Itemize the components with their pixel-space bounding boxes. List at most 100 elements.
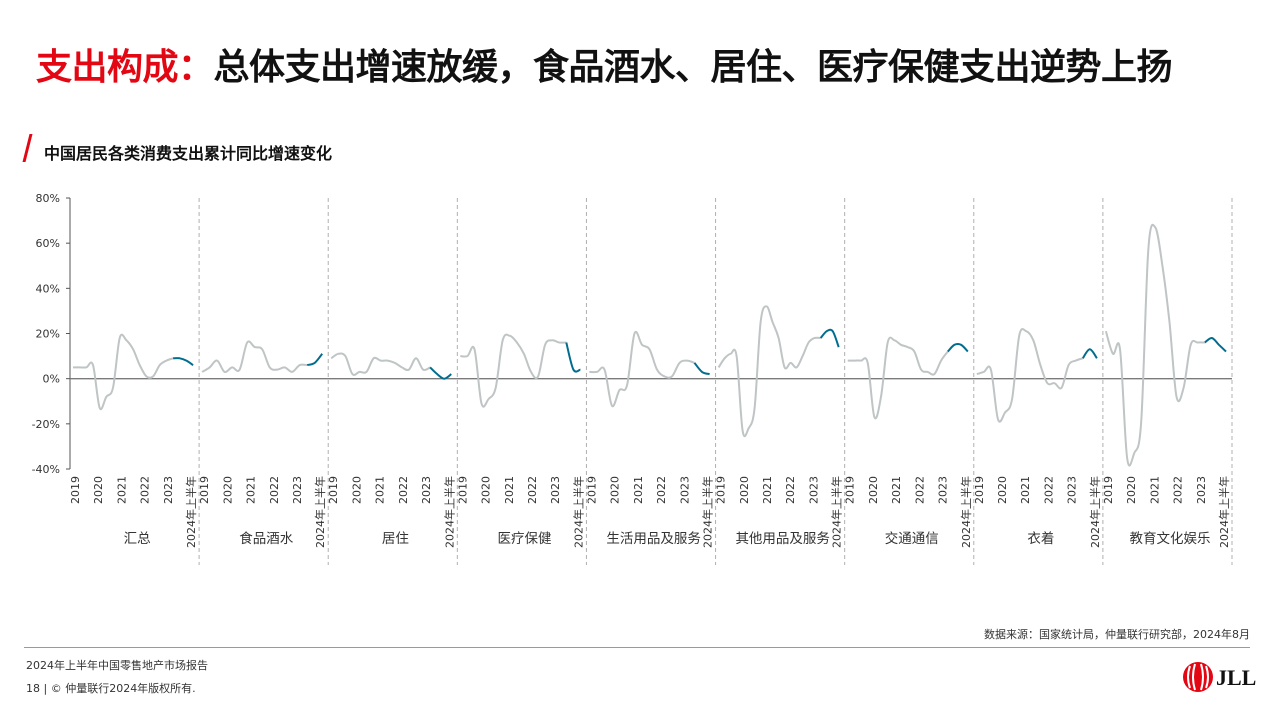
series-line-history: [1104, 223, 1205, 467]
category-label: 食品酒水: [239, 530, 293, 547]
x-tick-label: 2020: [92, 476, 105, 504]
category-label: 医疗保健: [497, 531, 551, 547]
y-tick-label: 60%: [36, 237, 60, 250]
series-line-recent: [693, 362, 710, 376]
x-tick-label: 2022: [268, 476, 281, 504]
x-tick-label: 2021: [761, 476, 774, 504]
series-line-history: [717, 305, 821, 438]
x-tick-label: 2022: [784, 476, 797, 504]
x-tick-label: 2019: [1102, 476, 1115, 504]
x-tick-label: 2020: [609, 476, 622, 504]
x-tick-label: 2019: [715, 476, 728, 504]
x-tick-label: 2019: [585, 476, 598, 504]
x-tick-label: 2020: [1125, 476, 1138, 504]
series-line-recent: [819, 328, 840, 348]
y-tick-label: 20%: [36, 328, 60, 341]
category-label: 汇总: [124, 531, 151, 547]
x-tick-label: 2023: [937, 476, 950, 504]
copyright: 18 | © 仲量联行2024年版权所有.: [26, 682, 196, 695]
line-chart: 80% 60% 40% 20% 0% -20% -40% 2019 2020 2021 2022 20…: [32, 192, 1233, 565]
x-tick-label: 2022: [1042, 476, 1055, 504]
x-tick-label: 2020: [738, 476, 751, 504]
x-tick-label: 2019: [198, 476, 211, 504]
category-label: 其他用品及服务: [735, 531, 830, 547]
x-tick-label: 2024年上半年: [830, 476, 844, 548]
jll-logo: JLL: [1182, 660, 1256, 694]
x-tick-label: 2022: [913, 476, 926, 504]
y-tick-label: 40%: [36, 282, 60, 295]
x-tick-label: 2024年上半年: [701, 476, 715, 548]
x-tick-label: 2019: [973, 476, 986, 504]
x-tick-label: 2021: [503, 476, 516, 504]
x-tick-label: 2024年上半年: [184, 476, 198, 548]
x-tick-label: 2021: [245, 476, 258, 504]
x-tick-label: 2020: [221, 476, 234, 504]
x-tick-label: 2022: [397, 476, 410, 504]
x-tick-label: 2020: [996, 476, 1009, 504]
x-tick-label: 2024年上半年: [442, 476, 456, 548]
x-tick-label: 2024年上半年: [1217, 476, 1231, 548]
x-tick-label: 2021: [890, 476, 903, 504]
x-tick-label: 2023: [420, 476, 433, 504]
report-name: 2024年上半年中国零售地产市场报告: [26, 659, 208, 672]
category-label: 衣着: [1027, 530, 1054, 547]
series-line-history: [201, 340, 308, 374]
y-tick-label: -20%: [32, 418, 60, 431]
x-tick-label: 2023: [162, 476, 175, 504]
series-line-recent: [306, 353, 323, 367]
x-tick-label: 2021: [632, 476, 645, 504]
x-tick-label: 2024年上半年: [1088, 476, 1102, 548]
series-line-recent: [947, 342, 969, 353]
x-tick-label: 2022: [139, 476, 152, 504]
series-line-recent: [1081, 348, 1098, 359]
x-tick-label: 2022: [526, 476, 539, 504]
y-tick-label: -40%: [32, 463, 60, 476]
x-tick-label: 2020: [480, 476, 493, 504]
series-line-history: [976, 328, 1084, 423]
y-tick-label: 80%: [36, 192, 60, 205]
series-line-history: [460, 333, 567, 408]
x-tick-label: 2019: [844, 476, 857, 504]
x-tick-label: 2023: [1195, 476, 1208, 504]
series-line-history: [847, 336, 949, 420]
category-label: 交通通信: [885, 530, 939, 547]
x-tick-label: 2021: [115, 476, 128, 504]
x-tick-label: 2019: [456, 476, 469, 504]
x-tick-label: 2019: [327, 476, 340, 504]
x-tick-label: 2022: [1172, 476, 1185, 504]
data-source: 数据来源：国家统计局，仲量联行研究部，2024年8月: [984, 628, 1250, 641]
series-line-recent: [1204, 337, 1227, 353]
y-tick-label: 0%: [43, 373, 60, 386]
category-label: 生活用品及服务: [606, 531, 701, 547]
x-tick-label: 2023: [291, 476, 304, 504]
x-tick-label: 2021: [374, 476, 387, 504]
x-tick-label: 2020: [350, 476, 363, 504]
x-tick-label: 2024年上半年: [313, 476, 327, 548]
x-tick-label: 2023: [807, 476, 820, 504]
x-tick-label: 2019: [69, 476, 82, 504]
series-line-recent: [565, 342, 581, 373]
x-tick-label: 2023: [549, 476, 562, 504]
slide-title: 支出构成：总体支出增速放缓，食品酒水、居住、医疗保健支出逆势上扬: [36, 38, 1173, 90]
title-accent: 支出构成：: [36, 47, 214, 88]
logo-text: JLL: [1216, 665, 1257, 690]
x-tick-label: 2020: [867, 476, 880, 504]
series-line-history: [589, 330, 695, 408]
x-tick-label: 2021: [1019, 476, 1032, 504]
x-tick-label: 2023: [1066, 476, 1079, 504]
red-slash-icon: [22, 134, 33, 162]
x-tick-label: 2024年上半年: [571, 476, 585, 548]
title-main: 总体支出增速放缓，食品酒水、居住、医疗保健支出逆势上扬: [213, 47, 1173, 88]
x-tick-label: 2023: [678, 476, 691, 504]
category-label: 教育文化娱乐: [1130, 531, 1211, 547]
jll-logo-icon: [1183, 662, 1213, 692]
series-line-recent: [429, 366, 452, 380]
footer-divider: [24, 647, 1250, 648]
x-tick-label: 2024年上半年: [959, 476, 973, 548]
series-line-history: [330, 352, 431, 376]
series-line-recent: [173, 357, 194, 366]
series-line-history: [73, 333, 174, 411]
category-label: 居住: [382, 531, 409, 547]
chart-title: 中国居民各类消费支出累计同比增速变化: [44, 144, 333, 163]
x-tick-label: 2021: [1148, 476, 1161, 504]
